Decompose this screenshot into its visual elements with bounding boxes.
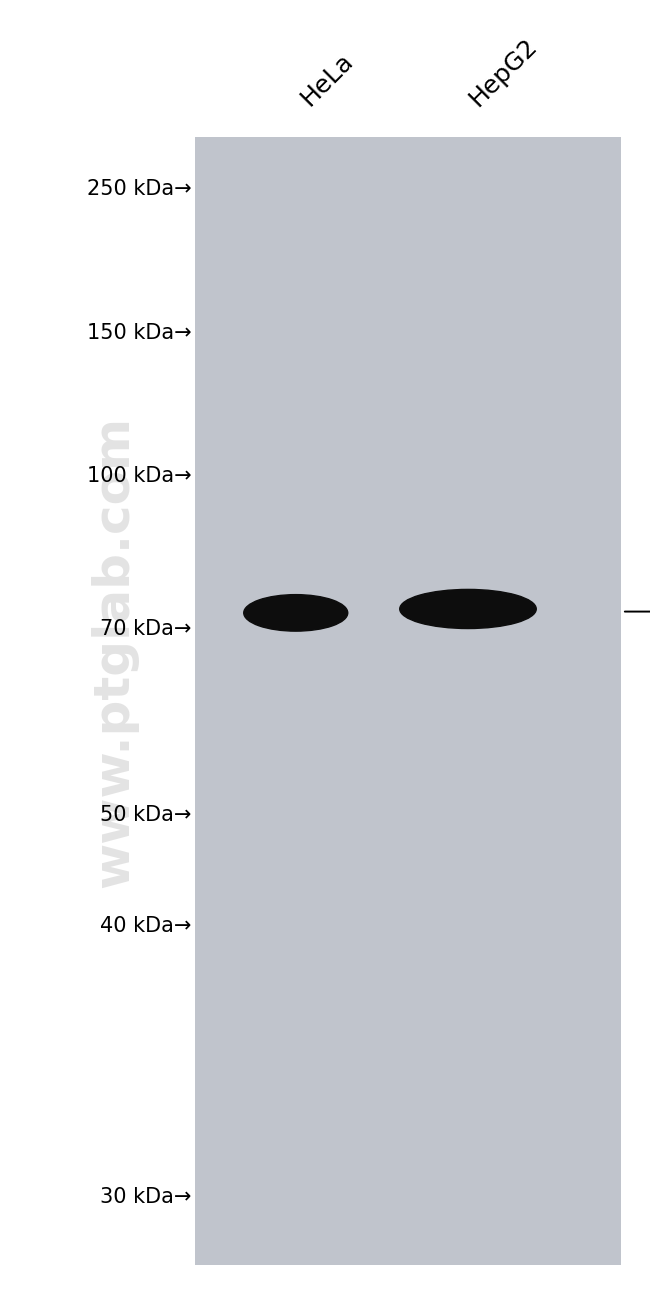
Text: 100 kDa→: 100 kDa→	[87, 466, 192, 486]
Text: 50 kDa→: 50 kDa→	[100, 805, 192, 825]
Text: 250 kDa→: 250 kDa→	[87, 179, 192, 200]
Text: HepG2: HepG2	[465, 34, 542, 111]
Text: 40 kDa→: 40 kDa→	[100, 915, 192, 936]
Text: 150 kDa→: 150 kDa→	[87, 322, 192, 343]
Text: 30 kDa→: 30 kDa→	[100, 1187, 192, 1208]
Text: HeLa: HeLa	[296, 50, 358, 111]
Ellipse shape	[400, 589, 536, 629]
Text: 70 kDa→: 70 kDa→	[100, 618, 192, 639]
Ellipse shape	[244, 595, 348, 631]
Bar	[195, 137, 621, 1265]
Text: www.ptglab.com: www.ptglab.com	[90, 416, 138, 888]
